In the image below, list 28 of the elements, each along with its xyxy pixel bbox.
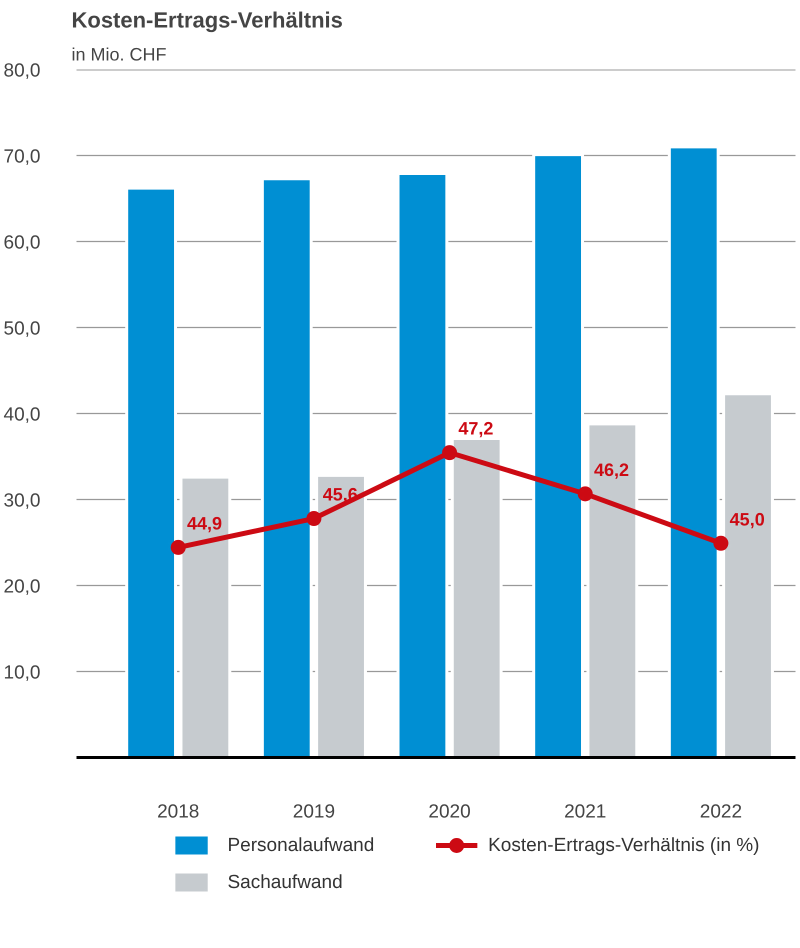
legend-label: Personalaufwand	[227, 835, 374, 856]
y-tick-label: 10,0	[4, 662, 41, 684]
chart-title: Kosten-Ertrags-Verhältnis	[72, 8, 343, 32]
y-axis-title: in Mio. CHF	[72, 44, 167, 64]
legend-label: Kosten-Ertrags-Verhältnis (in %)	[488, 835, 760, 856]
y-tick-label: 30,0	[4, 490, 41, 512]
data-label: 46,2	[594, 460, 630, 480]
point	[306, 511, 322, 526]
x-tick-label: 2022	[700, 802, 742, 822]
data-label: 45,0	[730, 509, 765, 530]
y-tick-label: 20,0	[4, 576, 41, 598]
point	[713, 536, 728, 551]
bar	[532, 153, 584, 758]
point	[578, 486, 593, 502]
y-tick-label: 60,0	[4, 232, 41, 254]
y-tick-label: 80,0	[4, 60, 41, 82]
legend-label: Sachaufwand	[227, 872, 343, 893]
y-tick-label: 70,0	[4, 146, 41, 168]
point	[170, 540, 186, 555]
data-label: 44,9	[187, 513, 222, 534]
x-tick-label: 2021	[564, 802, 606, 822]
y-tick-label: 50,0	[4, 318, 41, 340]
point	[442, 445, 458, 460]
x-tick-label: 2020	[428, 802, 471, 822]
x-tick-label: 2019	[292, 802, 336, 822]
y-tick-label: 40,0	[4, 404, 41, 426]
data-label: 47,2	[458, 418, 494, 439]
x-tick-label: 2018	[157, 802, 200, 822]
